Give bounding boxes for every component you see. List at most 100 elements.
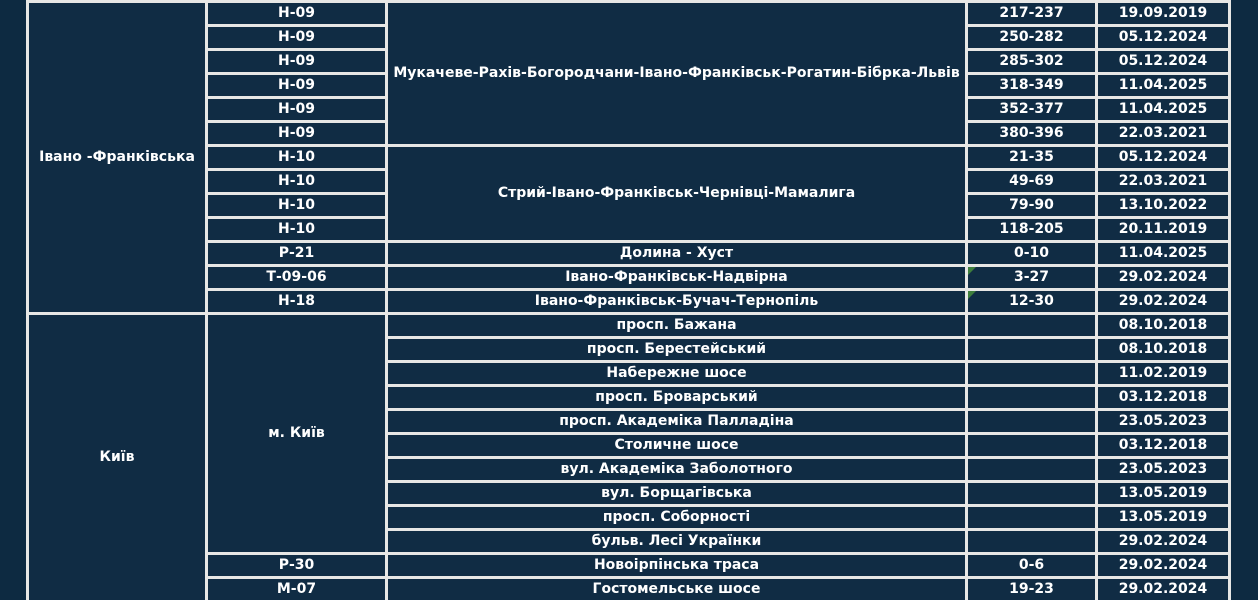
road-code-cell: Н-09 bbox=[205, 0, 388, 27]
date-cell: 29.02.2024 bbox=[1095, 552, 1231, 579]
road-name-cell: вул. Борщагівська bbox=[385, 480, 968, 507]
km-range-cell bbox=[965, 360, 1098, 387]
road-name-cell: Набережне шосе bbox=[385, 360, 968, 387]
road-code-cell: М-07 bbox=[205, 576, 388, 600]
road-name-cell: Стрий-Івано-Франківськ-Чернівці-Мамалига bbox=[385, 144, 968, 243]
road-code-cell: Р-30 bbox=[205, 552, 388, 579]
date-cell: 22.03.2021 bbox=[1095, 168, 1231, 195]
road-name-cell: просп. Броварський bbox=[385, 384, 968, 411]
km-range-cell: 12-30 bbox=[965, 288, 1098, 315]
road-code-cell: Н-09 bbox=[205, 72, 388, 99]
date-cell: 13.05.2019 bbox=[1095, 480, 1231, 507]
km-range-cell bbox=[965, 312, 1098, 339]
km-range-cell bbox=[965, 384, 1098, 411]
road-name-cell: Долина - Хуст bbox=[385, 240, 968, 267]
warning-triangle-icon bbox=[969, 268, 976, 275]
km-range-cell: 250-282 bbox=[965, 24, 1098, 51]
km-range-cell bbox=[965, 336, 1098, 363]
date-cell: 22.03.2021 bbox=[1095, 120, 1231, 147]
table-row: Н-18 Івано-Франківськ-Бучач-Тернопіль 12… bbox=[28, 288, 1231, 315]
region-cell-kyiv: Київ bbox=[26, 312, 208, 600]
date-cell: 05.12.2024 bbox=[1095, 48, 1231, 75]
km-range-cell: 318-349 bbox=[965, 72, 1098, 99]
table-row: Івано -Франківська Н-09 Мукачеве-Рахів-Б… bbox=[26, 0, 1231, 315]
km-range-cell: 0-6 bbox=[965, 552, 1098, 579]
table-row: Н-10 79-90 13.10.2022 bbox=[28, 192, 1231, 219]
table-row: Н-10 49-69 22.03.2021 bbox=[28, 168, 1231, 195]
km-range-cell bbox=[965, 432, 1098, 459]
date-cell: 05.12.2024 bbox=[1095, 144, 1231, 171]
road-code-cell: Н-09 bbox=[205, 120, 388, 147]
date-cell: 11.04.2025 bbox=[1095, 96, 1231, 123]
table-row: вул. Академіка Заболотного 23.05.2023 bbox=[28, 456, 1231, 483]
km-range-cell: 285-302 bbox=[965, 48, 1098, 75]
km-range-value: 3-27 bbox=[1013, 268, 1050, 285]
date-cell: 03.12.2018 bbox=[1095, 384, 1231, 411]
road-name-cell: просп. Соборності bbox=[385, 504, 968, 531]
km-range-cell bbox=[965, 456, 1098, 483]
date-cell: 13.10.2022 bbox=[1095, 192, 1231, 219]
table-row: просп. Соборності 13.05.2019 bbox=[28, 504, 1231, 531]
km-range-cell: 19-23 bbox=[965, 576, 1098, 600]
date-cell: 20.11.2019 bbox=[1095, 216, 1231, 243]
table-row: Н-10 Стрий-Івано-Франківськ-Чернівці-Мам… bbox=[28, 144, 1231, 243]
table-row: Н-09 352-377 11.04.2025 bbox=[28, 96, 1231, 123]
road-code-cell: Р-21 bbox=[205, 240, 388, 267]
km-range-cell: 49-69 bbox=[965, 168, 1098, 195]
km-range-cell: 79-90 bbox=[965, 192, 1098, 219]
date-cell: 19.09.2019 bbox=[1095, 0, 1231, 27]
road-code-cell: Н-10 bbox=[205, 216, 388, 243]
table-row: Набережне шосе 11.02.2019 bbox=[28, 360, 1231, 387]
table-row: Р-21 Долина - Хуст 0-10 11.04.2025 bbox=[28, 240, 1231, 267]
km-range-cell bbox=[965, 528, 1098, 555]
date-cell: 08.10.2018 bbox=[1095, 336, 1231, 363]
road-name-cell: просп. Академіка Палладіна bbox=[385, 408, 968, 435]
table-row: просп. Броварський 03.12.2018 bbox=[28, 384, 1231, 411]
date-cell: 05.12.2024 bbox=[1095, 24, 1231, 51]
table-row: Н-09 250-282 05.12.2024 bbox=[28, 24, 1231, 51]
table-row: Н-09 318-349 11.04.2025 bbox=[28, 72, 1231, 99]
km-range-cell bbox=[965, 504, 1098, 531]
date-cell: 23.05.2023 bbox=[1095, 456, 1231, 483]
date-cell: 11.04.2025 bbox=[1095, 240, 1231, 267]
road-code-cell: Н-10 bbox=[205, 144, 388, 171]
km-range-cell: 352-377 bbox=[965, 96, 1098, 123]
date-cell: 29.02.2024 bbox=[1095, 528, 1231, 555]
table-row: Н-09 380-396 22.03.2021 bbox=[28, 120, 1231, 147]
km-range-cell: 380-396 bbox=[965, 120, 1098, 147]
road-code-cell: Н-09 bbox=[205, 96, 388, 123]
warning-triangle-icon bbox=[969, 292, 976, 299]
km-range-cell: 217-237 bbox=[965, 0, 1098, 27]
road-code-cell: Н-18 bbox=[205, 288, 388, 315]
road-name-cell: Гостомельське шосе bbox=[385, 576, 968, 600]
road-name-cell: Івано-Франківськ-Бучач-Тернопіль bbox=[385, 288, 968, 315]
road-name-cell: Івано-Франківськ-Надвірна bbox=[385, 264, 968, 291]
table-row: просп. Берестейський 08.10.2018 bbox=[28, 336, 1231, 363]
table-row: М-07 Гостомельське шосе 19-23 29.02.2024 bbox=[28, 576, 1231, 600]
table-row: Н-09 285-302 05.12.2024 bbox=[28, 48, 1231, 75]
table-row: Н-10 118-205 20.11.2019 bbox=[28, 216, 1231, 243]
table-row: бульв. Лесі Українки 29.02.2024 bbox=[28, 528, 1231, 555]
km-range-cell: 21-35 bbox=[965, 144, 1098, 171]
date-cell: 13.05.2019 bbox=[1095, 504, 1231, 531]
table-row: Столичне шосе 03.12.2018 bbox=[28, 432, 1231, 459]
date-cell: 11.04.2025 bbox=[1095, 72, 1231, 99]
table-row: Р-30 Новоірпінська траса 0-6 29.02.2024 bbox=[28, 552, 1231, 579]
road-name-cell: просп. Бажана bbox=[385, 312, 968, 339]
road-name-cell: Столичне шосе bbox=[385, 432, 968, 459]
date-cell: 08.10.2018 bbox=[1095, 312, 1231, 339]
road-name-cell: вул. Академіка Заболотного bbox=[385, 456, 968, 483]
km-range-cell bbox=[965, 480, 1098, 507]
km-range-cell bbox=[965, 408, 1098, 435]
road-code-cell: Н-10 bbox=[205, 192, 388, 219]
date-cell: 29.02.2024 bbox=[1095, 576, 1231, 600]
table-row: Т-09-06 Івано-Франківськ-Надвірна 3-27 2… bbox=[28, 264, 1231, 291]
road-code-cell: Н-09 bbox=[205, 24, 388, 51]
date-cell: 11.02.2019 bbox=[1095, 360, 1231, 387]
date-cell: 03.12.2018 bbox=[1095, 432, 1231, 459]
date-cell: 23.05.2023 bbox=[1095, 408, 1231, 435]
date-cell: 29.02.2024 bbox=[1095, 264, 1231, 291]
date-cell: 29.02.2024 bbox=[1095, 288, 1231, 315]
road-code-cell-kyiv-city: м. Київ bbox=[205, 312, 388, 555]
